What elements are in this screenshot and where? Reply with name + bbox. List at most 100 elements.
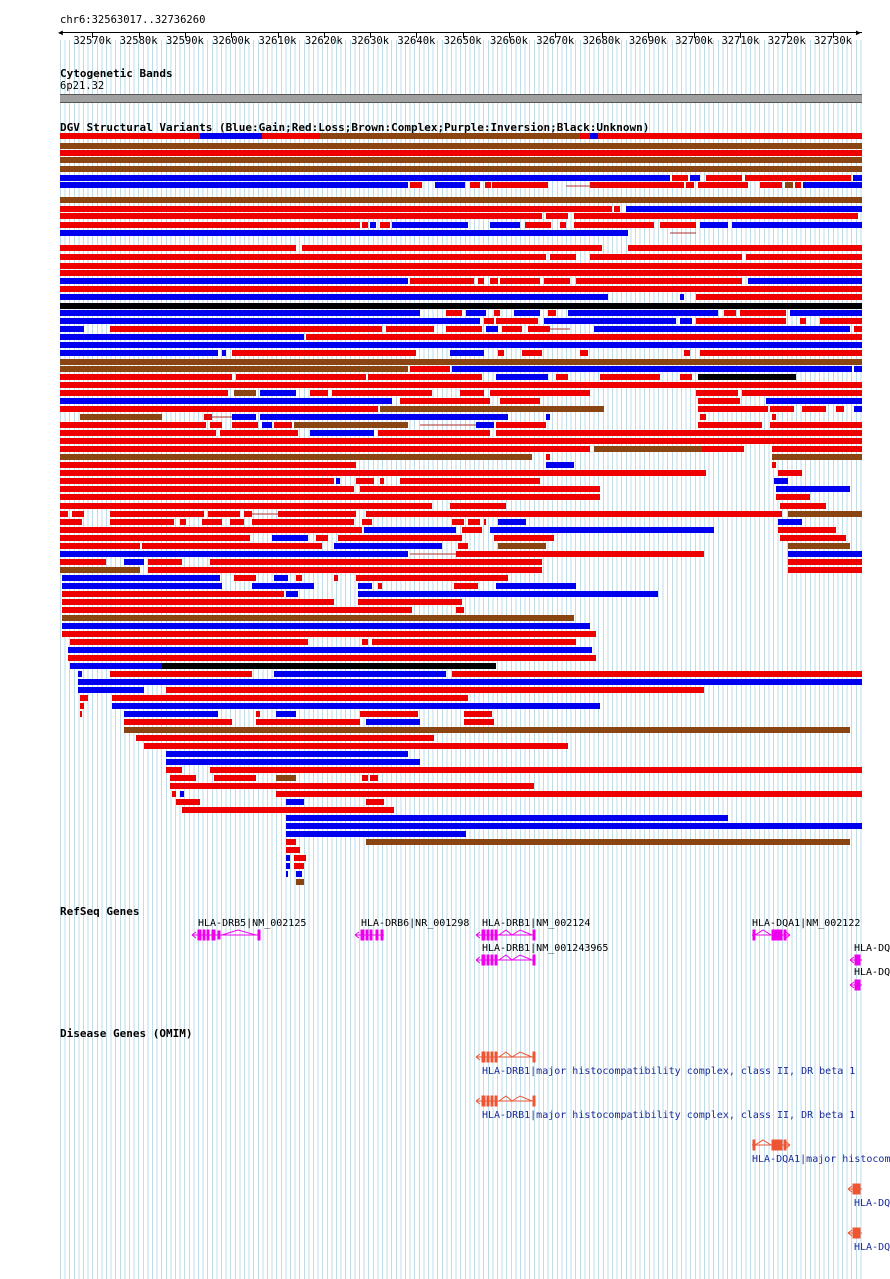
sv-variant[interactable] [60,543,140,549]
sv-variant[interactable] [788,511,862,517]
sv-variant[interactable] [60,318,480,324]
sv-variant[interactable] [336,478,340,484]
sv-variant[interactable] [774,478,788,484]
sv-variant[interactable] [392,222,468,228]
sv-variant[interactable] [274,422,292,428]
sv-variant[interactable] [62,623,590,629]
sv-variant[interactable] [302,462,334,468]
sv-variant[interactable] [522,350,542,356]
sv-variant[interactable] [60,182,408,188]
sv-variant[interactable] [772,462,776,468]
sv-variant[interactable] [60,535,250,541]
sv-variant[interactable] [820,318,862,324]
sv-variant[interactable] [372,639,576,645]
sv-variant[interactable] [778,470,802,476]
sv-variant[interactable] [60,422,206,428]
sv-variant[interactable] [236,374,366,380]
sv-variant[interactable] [803,182,862,188]
refseq-gene-label-drb1-b[interactable]: HLA-DRB1|NM_001243965 [482,943,609,954]
sv-variant[interactable] [234,575,256,581]
sv-variant[interactable] [208,511,240,517]
sv-variant[interactable] [234,390,256,396]
sv-variant[interactable] [366,799,384,805]
sv-variant[interactable] [286,855,290,861]
sv-variant[interactable] [180,519,186,525]
sv-variant[interactable] [600,374,660,380]
sv-variant[interactable] [576,278,742,284]
sv-variant[interactable] [256,719,360,725]
sv-variant[interactable] [498,350,504,356]
sv-variant[interactable] [70,639,308,645]
sv-variant[interactable] [698,182,748,188]
sv-variant[interactable] [698,374,796,380]
sv-variant[interactable] [795,182,801,188]
sv-variant[interactable] [568,310,718,316]
sv-variant[interactable] [776,494,810,500]
sv-variant[interactable] [80,711,82,717]
sv-variant[interactable] [302,245,602,251]
sv-variant[interactable] [286,863,290,869]
sv-variant[interactable] [232,350,416,356]
sv-variant[interactable] [544,278,570,284]
sv-variant[interactable] [60,382,862,388]
sv-variant[interactable] [62,583,222,589]
sv-variant[interactable] [112,695,468,701]
sv-variant[interactable] [446,326,482,332]
sv-variant[interactable] [260,390,296,396]
sv-variant[interactable] [296,871,302,877]
sv-variant[interactable] [435,182,465,188]
sv-variant[interactable] [458,543,468,549]
refseq-gene-label-drb1-a[interactable]: HLA-DRB1|NM_002124 [482,918,591,929]
sv-variant[interactable] [698,422,762,428]
sv-variant[interactable] [400,478,540,484]
sv-variant[interactable] [60,559,106,565]
sv-variant[interactable] [544,318,676,324]
sv-variant[interactable] [112,703,600,709]
sv-variant[interactable] [452,519,464,525]
sv-variant[interactable] [60,446,590,452]
sv-variant[interactable] [210,422,222,428]
sv-variant[interactable] [525,222,551,228]
sv-variant[interactable] [468,519,480,525]
sv-variant[interactable] [60,406,378,412]
sv-variant[interactable] [686,182,694,188]
sv-variant[interactable] [220,430,298,436]
sv-variant[interactable] [410,278,474,284]
sv-variant[interactable] [60,206,612,212]
sv-variant[interactable] [60,454,532,460]
refseq-gene-drb6[interactable] [354,929,384,941]
sv-variant[interactable] [772,414,776,420]
sv-variant[interactable] [60,197,862,203]
sv-variant[interactable] [580,350,588,356]
sv-variant[interactable] [60,503,432,509]
sv-variant[interactable] [68,647,592,653]
sv-variant[interactable] [210,767,862,773]
sv-variant[interactable] [772,446,862,452]
sv-variant[interactable] [78,679,862,685]
sv-variant[interactable] [60,527,362,533]
sv-variant[interactable] [590,133,598,139]
sv-variant[interactable] [362,222,368,228]
sv-variant[interactable] [486,326,498,332]
refseq-gene-label-drb5[interactable]: HLA-DRB5|NM_002125 [198,918,307,929]
sv-variant[interactable] [788,559,862,565]
sv-variant[interactable] [700,222,728,228]
sv-variant[interactable] [380,406,604,412]
sv-variant[interactable] [60,310,420,316]
sv-variant[interactable] [60,175,670,181]
sv-variant[interactable] [410,182,422,188]
sv-variant[interactable] [60,462,356,468]
sv-variant[interactable] [286,815,728,821]
sv-variant[interactable] [614,206,620,212]
sv-variant[interactable] [452,671,862,677]
sv-variant[interactable] [360,486,600,492]
omim-gene-dq-b[interactable] [847,1227,862,1239]
sv-variant[interactable] [490,527,714,533]
sv-variant[interactable] [80,695,88,701]
sv-variant[interactable] [470,182,480,188]
sv-variant[interactable] [770,422,862,428]
sv-variant[interactable] [294,863,304,869]
sv-variant[interactable] [546,414,550,420]
sv-variant[interactable] [286,831,466,837]
sv-variant[interactable] [696,390,738,396]
